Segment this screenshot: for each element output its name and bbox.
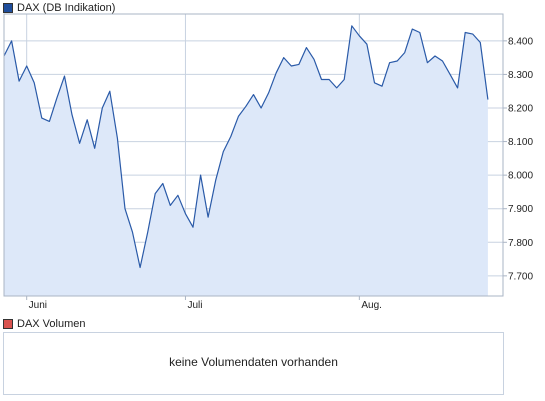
price-legend-label: DAX (DB Indikation) [17,2,116,14]
price-legend: DAX (DB Indikation) [3,1,115,15]
volume-legend-swatch [3,319,13,329]
y-tick-label: 8.100 [508,137,533,148]
y-tick-label: 8.400 [508,36,533,47]
volume-legend: DAX Volumen [3,317,85,331]
y-tick-label: 8.200 [508,104,533,115]
price-line [3,25,489,269]
y-tick-label: 8.000 [508,171,533,182]
y-tick-label: 8.300 [508,70,533,81]
plot-frame [3,13,504,297]
volume-panel: keine Volumendaten vorhanden [3,332,504,395]
y-tick-label: 7.700 [508,271,533,282]
volume-empty-message: keine Volumendaten vorhanden [169,355,338,369]
x-tick-label: Aug. [361,300,382,311]
x-tick-label: Juni [29,300,47,311]
volume-legend-label: DAX Volumen [17,318,86,330]
x-axis-ticks: Juni Juli Aug. [26,296,382,311]
y-axis-ticks: 7.700 7.800 7.900 8.000 8.100 8.200 8.300 8.400 [503,36,533,282]
price-area [4,25,488,297]
y-tick-label: 7.800 [508,238,533,249]
x-tick-label: Juli [187,300,202,311]
price-chart: 7.700 7.800 7.900 8.000 8.100 8.200 8.300 8.400… [3,13,533,311]
price-legend-swatch [3,3,13,13]
y-tick-label: 7.900 [508,204,533,215]
